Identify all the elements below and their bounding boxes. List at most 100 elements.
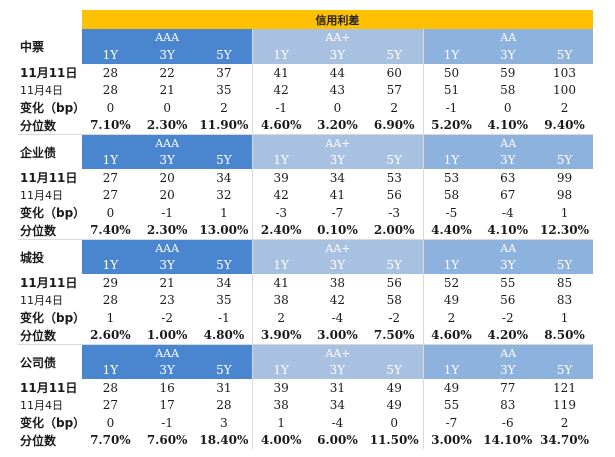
rating-header: AAA — [82, 239, 253, 257]
table-cell: 31 — [216, 380, 232, 395]
row-11-4-label: 11月4日 — [20, 399, 63, 413]
table-cell: 99 — [556, 170, 573, 185]
table-cell: 83 — [500, 398, 516, 413]
tenor-header: 1Y — [252, 151, 310, 169]
table-cell: 2.40% — [252, 221, 309, 239]
tenor-header: 3Y — [479, 361, 537, 379]
table-cell: 28 — [102, 380, 119, 395]
table-cell: 41 — [252, 64, 309, 82]
table-cell: 56 — [386, 188, 402, 203]
table-cell: 49 — [422, 379, 480, 397]
tenor-header: 3Y — [309, 256, 366, 274]
table-cell: 3.90% — [252, 326, 309, 344]
tenor-header: 5Y — [195, 361, 253, 379]
table-cell: 0 — [390, 415, 399, 430]
tenor-header: 3Y — [138, 151, 196, 169]
table-cell: 9.40% — [544, 118, 585, 133]
table-cell: -4 — [331, 415, 344, 430]
table-cell: 7.50% — [373, 328, 415, 343]
table-cell: -7 — [422, 414, 480, 432]
table-cell: -6 — [501, 415, 514, 430]
tenor-header: 3Y — [479, 256, 537, 274]
tenor-header: 3Y — [138, 46, 196, 64]
table-cell: 77 — [500, 380, 516, 395]
table-cell: 28 — [102, 83, 119, 98]
table-cell: 34 — [216, 170, 232, 185]
table-cell: 39 — [252, 379, 309, 397]
table-cell: 14.10% — [483, 433, 533, 448]
tenor-header: 3Y — [309, 46, 366, 64]
table-cell: 35 — [216, 83, 232, 98]
table-cell: 31 — [329, 380, 346, 395]
table-cell: 83 — [556, 293, 573, 308]
table-cell: -7 — [331, 205, 344, 220]
table-cell: 3 — [220, 415, 228, 430]
tenor-header: 5Y — [536, 46, 593, 64]
table-cell: 63 — [500, 170, 516, 185]
table-cell: 28 — [102, 65, 119, 80]
table-cell: 4.80% — [203, 328, 245, 343]
credit-spread-table: 信用利差 中票 AAA 1Y 3Y 5Y AA+ 1Y 3Y 5Y AA 1Y 3Y 5Y 11月11日 28… — [18, 10, 593, 451]
row-11-4-label: 11月4日 — [20, 294, 63, 308]
section-label: 企业债 — [18, 134, 82, 169]
table-cell: 28 — [102, 293, 119, 308]
tenor-header: 5Y — [195, 256, 253, 274]
table-cell: -3 — [252, 204, 309, 222]
table-cell: 2.30% — [146, 118, 188, 133]
tenor-header: 3Y — [479, 151, 537, 169]
table-cell: 2.60% — [90, 328, 131, 343]
table-cell: -3 — [388, 205, 401, 220]
table-cell: 16 — [159, 380, 175, 395]
tenor-header: 5Y — [365, 46, 423, 64]
table-cell: 20 — [159, 188, 175, 203]
table-cell: 51 — [422, 81, 480, 99]
table-cell: 0 — [106, 205, 115, 220]
tenor-header: 5Y — [195, 46, 253, 64]
table-cell: 17 — [159, 398, 175, 413]
rating-header: AAA — [82, 134, 253, 152]
table-cell: 4.10% — [487, 223, 529, 238]
table-cell: -2 — [388, 310, 401, 325]
table-cell: 6.00% — [317, 433, 358, 448]
tenor-header: 1Y — [422, 361, 480, 379]
table-cell: 53 — [386, 170, 402, 185]
table-cell: 8.50% — [544, 328, 585, 343]
table-cell: 7.70% — [90, 433, 131, 448]
table-cell: 1.00% — [146, 328, 188, 343]
tenor-header: 1Y — [252, 46, 310, 64]
row-change-bp-label: 变化（bp） — [20, 101, 82, 116]
table-cell: -1 — [422, 99, 480, 117]
table-cell: 11.50% — [369, 433, 419, 448]
row-11-4-label: 11月4日 — [20, 189, 63, 203]
row-11-4-label: 11月4日 — [20, 84, 63, 98]
section-label: 公司债 — [18, 344, 82, 379]
table-cell: 2.00% — [373, 223, 415, 238]
table-cell: 34 — [329, 398, 346, 413]
rating-header: AAA — [82, 344, 253, 362]
table-cell: 55 — [500, 275, 516, 290]
table-cell: 4.10% — [487, 118, 529, 133]
table-cell: 0 — [106, 100, 115, 115]
tenor-header: 1Y — [82, 151, 139, 169]
table-cell: 23 — [159, 293, 175, 308]
table-cell: -5 — [422, 204, 480, 222]
table-cell: 1 — [252, 414, 309, 432]
table-cell: 42 — [252, 186, 309, 204]
tenor-header: 5Y — [365, 361, 423, 379]
table-cell: 67 — [500, 188, 516, 203]
rating-header: AA+ — [252, 344, 423, 362]
table-cell: 50 — [422, 64, 480, 82]
table-cell: 98 — [556, 188, 573, 203]
table-cell: 6.90% — [373, 118, 415, 133]
tenor-header: 1Y — [82, 256, 139, 274]
table-cell: 38 — [252, 396, 309, 414]
table-cell: 2 — [220, 100, 228, 115]
table-cell: 56 — [386, 275, 402, 290]
tenor-header: 3Y — [138, 256, 196, 274]
table-cell: 3.00% — [422, 431, 480, 449]
table-cell: 34.70% — [540, 433, 589, 448]
table-cell: 0.10% — [317, 223, 358, 238]
rating-header: AA — [422, 134, 593, 152]
row-percentile-label: 分位数 — [20, 118, 57, 133]
table-cell: 27 — [102, 188, 119, 203]
